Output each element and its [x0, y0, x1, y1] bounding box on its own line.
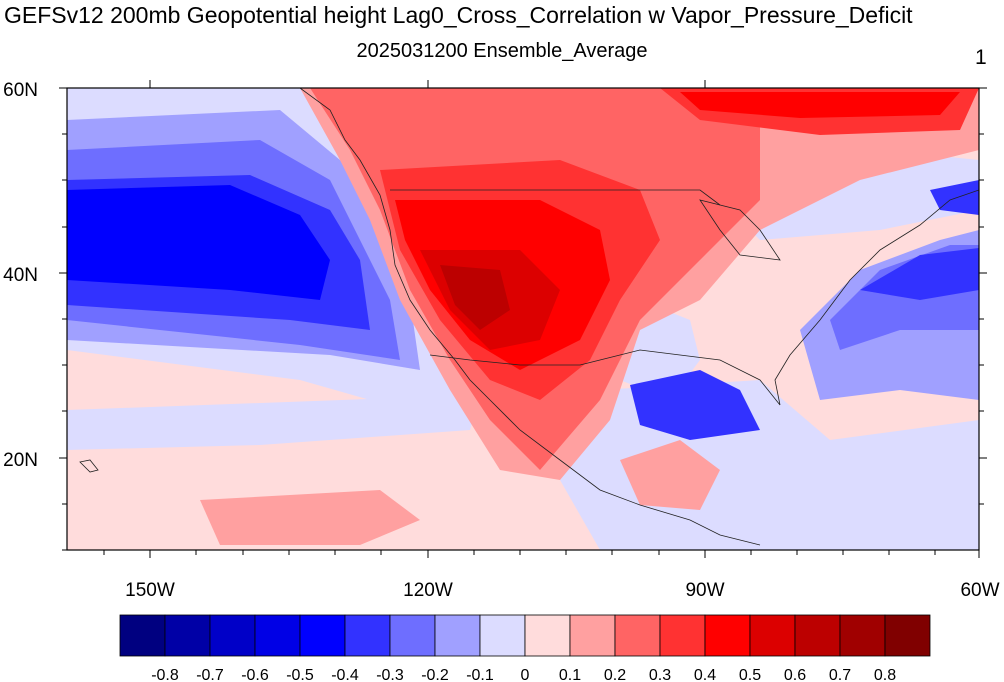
colorbar-swatch	[884, 614, 931, 657]
field-mexico-weak-pos	[620, 440, 720, 510]
field-canada-core	[680, 92, 960, 118]
field-gulf-neg	[630, 370, 760, 440]
colorbar: -0.8 -0.7 -0.6 -0.5 -0.4 -0.3 -0.2 -0.1 0 0.1 0.2 0…	[119, 614, 931, 682]
field-tropic-weak-pos	[200, 490, 420, 545]
colorbar-label: -0.3	[376, 667, 404, 682]
colorbar-swatch	[164, 614, 211, 657]
colorbar-swatch	[344, 614, 391, 657]
correlation-field	[67, 88, 979, 550]
atlantic-gulf-coastline	[599, 189, 979, 406]
us-canada-border	[390, 189, 721, 206]
colorbar-swatch	[569, 614, 616, 657]
colorbar-swatch	[794, 614, 841, 657]
us-mexico-border	[429, 354, 601, 366]
lat-label: 40N	[3, 265, 38, 286]
colorbar-swatch	[524, 614, 571, 657]
lon-label: 150W	[125, 580, 175, 601]
hawaii	[79, 459, 99, 473]
colorbar-swatch	[119, 614, 166, 657]
great-lakes	[699, 199, 781, 261]
lat-label: 60N	[3, 80, 38, 101]
colorbar-swatch	[299, 614, 346, 657]
colorbar-label: -0.4	[331, 667, 359, 682]
map-title: GEFSv12 200mb Geopotential height Lag0_C…	[4, 2, 913, 28]
field-pacific-core	[67, 185, 330, 300]
colorbar-label: 0.6	[784, 667, 806, 682]
colorbar-swatch	[614, 614, 661, 657]
coastlines	[79, 88, 979, 546]
colorbar-swatch	[839, 614, 886, 657]
lon-label: 60W	[960, 580, 999, 601]
colorbar-label: 0.1	[559, 667, 581, 682]
field-great-basin-peak	[440, 265, 510, 330]
map-subtitle: 2025031200 Ensemble_Average	[356, 40, 648, 62]
colorbar-swatch	[389, 614, 436, 657]
lon-label: 120W	[403, 580, 453, 601]
colorbar-label: -0.7	[196, 667, 224, 682]
field-subtropic-neg	[67, 395, 480, 450]
colorbar-label: 0	[521, 667, 530, 682]
colorbar-label: -0.6	[241, 667, 269, 682]
colorbar-label: -0.5	[286, 667, 314, 682]
colorbar-label: 0.5	[739, 667, 761, 682]
pacific-coastline	[299, 88, 761, 546]
colorbar-swatch	[704, 614, 751, 657]
axis-ticks	[59, 80, 987, 558]
colorbar-label: 0.3	[649, 667, 671, 682]
lon-label: 90W	[685, 580, 724, 601]
colorbar-label: -0.8	[151, 667, 179, 682]
colorbar-swatch	[659, 614, 706, 657]
colorbar-swatch	[209, 614, 256, 657]
colorbar-label: 0.7	[829, 667, 851, 682]
field-atlantic-core	[860, 248, 979, 300]
colorbar-label: -0.2	[421, 667, 449, 682]
colorbar-label: -0.1	[466, 667, 494, 682]
colorbar-swatch	[749, 614, 796, 657]
colorbar-label: 0.8	[874, 667, 896, 682]
lat-label: 20N	[3, 450, 38, 471]
colorbar-swatch	[479, 614, 526, 657]
colorbar-label: 0.4	[694, 667, 716, 682]
panel-number: 1	[975, 46, 987, 69]
colorbar-swatch	[254, 614, 301, 657]
colorbar-label: 0.2	[604, 667, 626, 682]
colorbar-swatch	[434, 614, 481, 657]
